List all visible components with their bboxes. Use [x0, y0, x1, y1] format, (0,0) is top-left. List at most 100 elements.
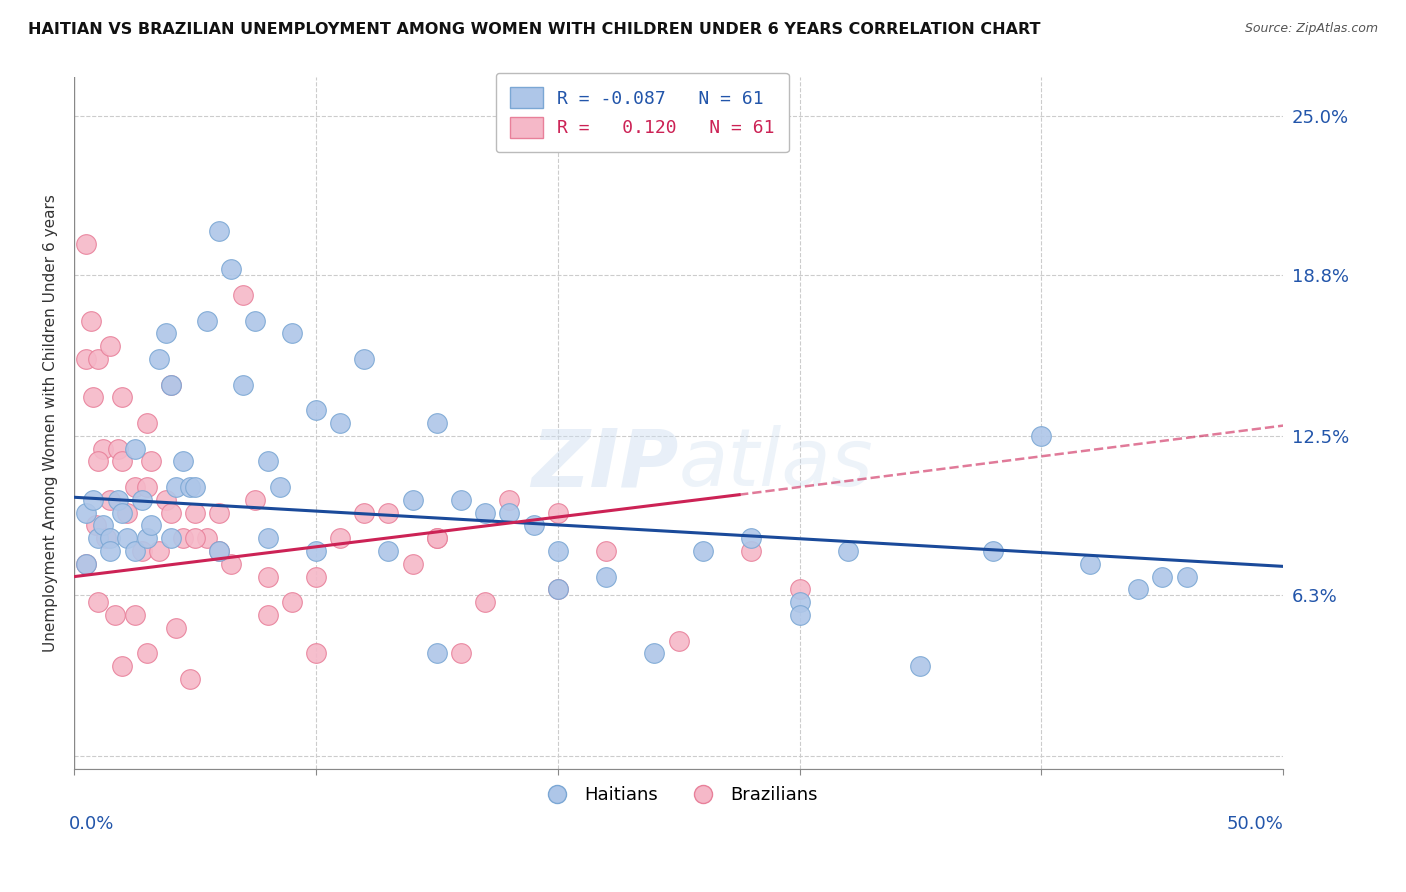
- Brazilians: [111, 454, 134, 468]
- Haitians: [789, 607, 811, 622]
- Haitians: [107, 492, 129, 507]
- Haitians: [111, 506, 134, 520]
- Brazilians: [172, 531, 194, 545]
- Brazilians: [305, 569, 328, 583]
- Haitians: [692, 544, 714, 558]
- Haitians: [426, 416, 449, 430]
- Haitians: [1078, 557, 1101, 571]
- Brazilians: [208, 506, 231, 520]
- Haitians: [165, 480, 187, 494]
- Haitians: [450, 492, 472, 507]
- Haitians: [498, 506, 520, 520]
- Brazilians: [75, 557, 97, 571]
- Haitians: [269, 480, 291, 494]
- Haitians: [75, 506, 97, 520]
- Brazilians: [305, 647, 328, 661]
- Haitians: [131, 492, 153, 507]
- Haitians: [124, 442, 146, 456]
- Haitians: [1152, 569, 1174, 583]
- Brazilians: [124, 480, 146, 494]
- Brazilians: [159, 377, 181, 392]
- Brazilians: [547, 506, 569, 520]
- Brazilians: [668, 633, 690, 648]
- Brazilians: [208, 544, 231, 558]
- Text: 0.0%: 0.0%: [69, 814, 115, 833]
- Haitians: [184, 480, 207, 494]
- Brazilians: [87, 595, 110, 609]
- Text: 50.0%: 50.0%: [1226, 814, 1284, 833]
- Haitians: [305, 403, 328, 417]
- Haitians: [837, 544, 859, 558]
- Haitians: [329, 416, 352, 430]
- Brazilians: [87, 454, 110, 468]
- Haitians: [91, 518, 114, 533]
- Haitians: [195, 313, 218, 327]
- Text: Source: ZipAtlas.com: Source: ZipAtlas.com: [1244, 22, 1378, 36]
- Brazilians: [184, 531, 207, 545]
- Brazilians: [75, 236, 97, 251]
- Brazilians: [232, 288, 254, 302]
- Brazilians: [789, 582, 811, 597]
- Haitians: [377, 544, 399, 558]
- Brazilians: [87, 351, 110, 366]
- Brazilians: [84, 518, 107, 533]
- Text: HAITIAN VS BRAZILIAN UNEMPLOYMENT AMONG WOMEN WITH CHILDREN UNDER 6 YEARS CORREL: HAITIAN VS BRAZILIAN UNEMPLOYMENT AMONG …: [28, 22, 1040, 37]
- Brazilians: [135, 480, 157, 494]
- Haitians: [245, 313, 267, 327]
- Haitians: [124, 544, 146, 558]
- Haitians: [353, 351, 375, 366]
- Haitians: [643, 647, 665, 661]
- Haitians: [219, 262, 242, 277]
- Haitians: [155, 326, 177, 341]
- Brazilians: [195, 531, 218, 545]
- Brazilians: [82, 391, 104, 405]
- Brazilians: [377, 506, 399, 520]
- Brazilians: [131, 544, 153, 558]
- Brazilians: [256, 607, 278, 622]
- Brazilians: [94, 531, 117, 545]
- Brazilians: [135, 647, 157, 661]
- Haitians: [148, 351, 170, 366]
- Brazilians: [165, 621, 187, 635]
- Y-axis label: Unemployment Among Women with Children Under 6 years: Unemployment Among Women with Children U…: [44, 194, 58, 652]
- Brazilians: [498, 492, 520, 507]
- Haitians: [135, 531, 157, 545]
- Brazilians: [141, 454, 163, 468]
- Haitians: [82, 492, 104, 507]
- Haitians: [1175, 569, 1198, 583]
- Haitians: [141, 518, 163, 533]
- Haitians: [740, 531, 762, 545]
- Brazilians: [80, 313, 103, 327]
- Brazilians: [111, 391, 134, 405]
- Brazilians: [401, 557, 423, 571]
- Haitians: [910, 659, 932, 673]
- Haitians: [179, 480, 201, 494]
- Brazilians: [179, 672, 201, 686]
- Brazilians: [104, 607, 127, 622]
- Haitians: [789, 595, 811, 609]
- Brazilians: [353, 506, 375, 520]
- Brazilians: [280, 595, 302, 609]
- Haitians: [522, 518, 544, 533]
- Haitians: [595, 569, 617, 583]
- Brazilians: [124, 607, 146, 622]
- Haitians: [75, 557, 97, 571]
- Brazilians: [148, 544, 170, 558]
- Brazilians: [426, 531, 449, 545]
- Brazilians: [740, 544, 762, 558]
- Haitians: [117, 531, 139, 545]
- Brazilians: [75, 351, 97, 366]
- Haitians: [280, 326, 302, 341]
- Haitians: [256, 454, 278, 468]
- Haitians: [208, 224, 231, 238]
- Haitians: [208, 544, 231, 558]
- Brazilians: [135, 416, 157, 430]
- Haitians: [401, 492, 423, 507]
- Brazilians: [107, 442, 129, 456]
- Legend: Haitians, Brazilians: Haitians, Brazilians: [531, 779, 825, 812]
- Haitians: [426, 647, 449, 661]
- Haitians: [159, 531, 181, 545]
- Brazilians: [117, 506, 139, 520]
- Brazilians: [159, 506, 181, 520]
- Haitians: [256, 531, 278, 545]
